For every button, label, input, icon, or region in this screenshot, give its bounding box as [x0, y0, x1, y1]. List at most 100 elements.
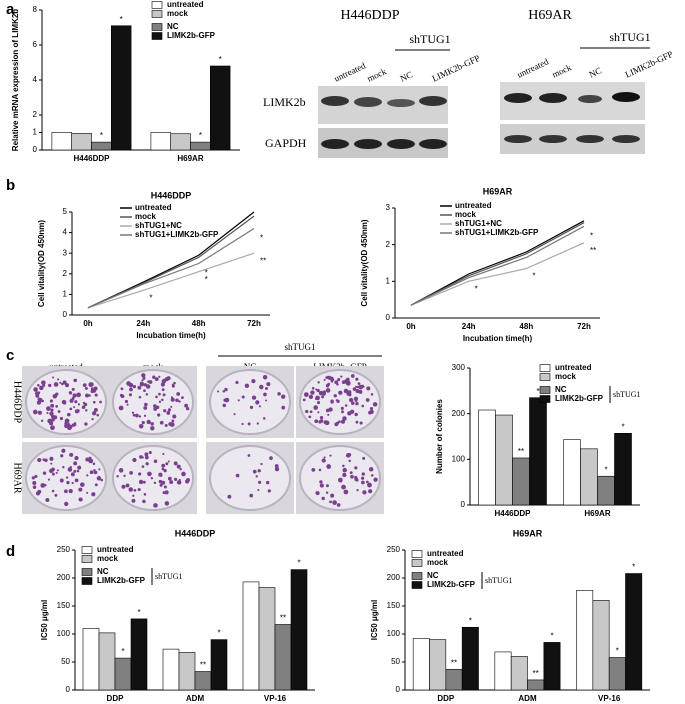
colony	[64, 418, 70, 424]
x-tick-label: 72h	[247, 319, 261, 328]
colony	[50, 462, 53, 465]
colony	[181, 396, 184, 400]
colony	[154, 377, 159, 382]
significance: *	[469, 616, 472, 625]
colony	[78, 487, 83, 492]
colony	[309, 410, 313, 414]
colony	[161, 480, 166, 485]
significance: *	[297, 559, 300, 568]
bar	[563, 439, 581, 506]
colony	[161, 463, 166, 468]
legend-swatch	[151, 1, 163, 9]
colony	[329, 500, 332, 504]
colony	[143, 493, 147, 496]
colony	[173, 381, 176, 385]
significance: *	[632, 563, 635, 572]
colony	[158, 375, 161, 378]
bar	[597, 475, 615, 506]
colony	[70, 472, 75, 477]
colony	[327, 382, 331, 386]
colony	[78, 497, 83, 502]
colony	[145, 393, 149, 396]
colony	[161, 467, 165, 471]
significance: *	[219, 55, 222, 64]
colony	[342, 416, 347, 421]
colony	[336, 503, 341, 507]
colony	[42, 458, 46, 461]
colony	[186, 478, 190, 482]
colony	[362, 490, 367, 495]
significance: **	[533, 669, 539, 678]
colony	[319, 415, 324, 420]
x-tick-label: VP-16	[598, 694, 621, 703]
legend-swatch	[411, 559, 423, 567]
group-label: shTUG1	[409, 32, 450, 46]
colony	[92, 400, 96, 404]
colony	[258, 405, 261, 408]
blot-h69ar: H69AR shTUG1	[500, 8, 651, 154]
colony	[139, 455, 143, 459]
colony	[37, 384, 40, 387]
colony	[37, 397, 41, 401]
colony	[274, 464, 279, 469]
significance: *	[532, 272, 535, 281]
colony	[336, 383, 339, 386]
colony	[170, 405, 173, 408]
colony	[74, 456, 79, 461]
colony	[311, 387, 315, 390]
plate	[209, 445, 291, 511]
colony	[314, 419, 319, 424]
row-label: H446DDP	[12, 381, 23, 424]
colony	[155, 395, 158, 399]
colony	[85, 409, 88, 412]
colony	[152, 375, 156, 379]
colony	[67, 467, 73, 472]
x-tick-label: DDP	[437, 694, 455, 703]
colony	[141, 465, 145, 468]
colony	[91, 492, 96, 497]
colony	[51, 472, 55, 476]
lane-label: mock	[550, 62, 573, 80]
y-axis-label: IC50 μg/ml	[370, 600, 379, 640]
colony	[321, 458, 326, 463]
colony	[55, 405, 59, 408]
band	[539, 93, 567, 103]
colony	[55, 471, 58, 474]
colony	[67, 412, 71, 417]
significance: *	[199, 131, 202, 140]
bar	[494, 651, 512, 691]
x-tick-label: H446DDP	[73, 154, 110, 163]
colony	[140, 381, 143, 385]
colony	[259, 384, 264, 390]
bar	[527, 679, 545, 691]
colony	[175, 398, 179, 403]
bar	[510, 656, 528, 691]
colony	[76, 469, 80, 473]
x-tick-label: 24h	[462, 322, 476, 331]
plate	[209, 369, 291, 435]
colony	[153, 503, 158, 508]
colony	[369, 406, 374, 411]
colony	[317, 411, 320, 414]
colony	[318, 420, 322, 424]
y-tick-label: 0	[461, 500, 466, 509]
colony	[264, 387, 268, 390]
legend-swatch	[539, 386, 551, 394]
colony	[138, 415, 142, 418]
legend-label: mock	[135, 212, 156, 221]
colony	[88, 382, 94, 387]
lane-label: untreated	[332, 60, 367, 83]
bar	[51, 132, 73, 151]
colony	[74, 400, 78, 404]
colony	[235, 380, 239, 385]
colony	[56, 469, 59, 472]
colony	[161, 388, 165, 392]
band	[354, 97, 382, 107]
colony	[350, 474, 354, 479]
y-tick-label: 0	[33, 145, 38, 154]
colony	[305, 409, 309, 414]
legend-label: LIMK2b-GFP	[167, 31, 216, 40]
colony	[350, 409, 355, 414]
colony	[317, 381, 320, 384]
